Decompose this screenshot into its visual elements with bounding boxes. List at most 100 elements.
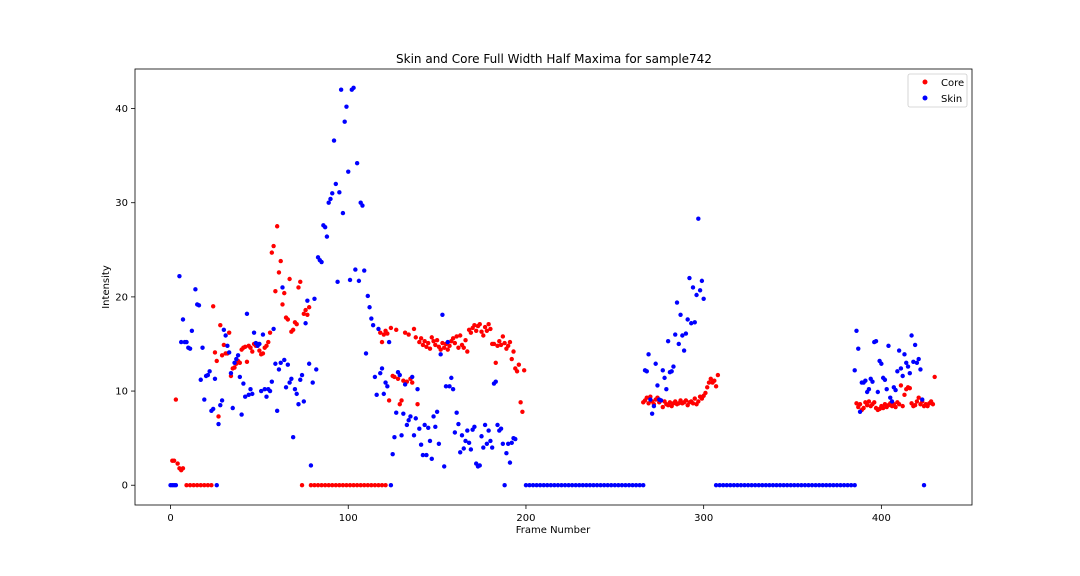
core-point	[465, 349, 470, 354]
core-point	[880, 405, 886, 411]
skin-point	[587, 483, 593, 488]
core-point	[362, 483, 367, 488]
y-axis-title: Intensity	[101, 265, 112, 309]
skin-point	[442, 464, 447, 469]
core-point	[385, 331, 390, 336]
skin-point	[333, 181, 339, 187]
skin-point	[630, 483, 635, 488]
skin-point	[918, 367, 923, 372]
skin-point	[648, 397, 653, 402]
skin-point	[207, 369, 212, 374]
skin-point	[347, 277, 353, 283]
skin-point	[641, 483, 646, 488]
skin-point	[427, 438, 433, 444]
skin-point	[356, 278, 362, 284]
skin-point	[200, 345, 205, 350]
skin-point	[505, 441, 511, 446]
skin-point	[250, 391, 255, 397]
core-point	[301, 311, 307, 317]
skin-point	[228, 370, 234, 376]
core-point	[463, 338, 468, 343]
skin-point	[216, 421, 221, 427]
skin-point	[882, 377, 888, 382]
skin-point	[449, 375, 454, 381]
skin-point	[454, 410, 459, 415]
core-point	[278, 258, 283, 264]
skin-point	[728, 483, 733, 488]
skin-point	[241, 381, 246, 386]
core-point	[358, 483, 363, 488]
skin-point	[816, 483, 822, 488]
skin-point	[799, 483, 804, 488]
skin-point	[509, 440, 514, 446]
skin-point	[488, 438, 493, 444]
skin-point	[690, 285, 696, 290]
skin-point	[205, 372, 211, 378]
skin-point	[788, 483, 793, 488]
core-point	[198, 483, 203, 488]
core-point	[392, 374, 397, 380]
skin-point	[742, 483, 747, 488]
core-point	[274, 224, 280, 229]
core-point	[667, 400, 673, 405]
skin-point	[338, 87, 344, 92]
skin-point	[443, 384, 449, 389]
skin-point	[493, 379, 498, 384]
skin-point	[738, 483, 744, 488]
core-point	[308, 483, 314, 488]
legend-label-core: Core	[941, 78, 964, 89]
skin-point	[857, 409, 863, 414]
skin-point	[370, 322, 376, 328]
core-point	[916, 395, 921, 400]
skin-point	[548, 483, 554, 488]
skin-point	[594, 483, 600, 488]
core-series	[170, 224, 937, 488]
y-tick-label: 40	[115, 104, 128, 115]
core-point	[445, 347, 450, 352]
skin-point	[605, 483, 610, 488]
skin-point	[458, 450, 463, 455]
skin-point	[884, 386, 889, 392]
skin-point	[907, 370, 912, 376]
skin-point	[545, 483, 550, 488]
skin-point	[697, 288, 703, 293]
core-point	[326, 483, 331, 488]
skin-point	[235, 353, 241, 358]
skin-point	[296, 402, 301, 407]
core-point	[306, 305, 312, 310]
skin-point	[360, 203, 365, 208]
skin-point	[692, 320, 697, 325]
skin-point	[472, 424, 477, 430]
core-point	[493, 360, 498, 366]
skin-point	[898, 366, 904, 371]
skin-point	[431, 414, 436, 419]
skin-point	[854, 328, 859, 333]
skin-point	[534, 483, 539, 488]
core-point	[427, 346, 433, 351]
core-point	[420, 342, 426, 348]
skin-point	[237, 374, 243, 380]
core-point	[413, 335, 418, 340]
skin-point	[248, 386, 253, 392]
skin-point	[896, 348, 902, 353]
skin-point	[223, 333, 228, 338]
skin-point	[210, 406, 216, 412]
skin-point	[749, 483, 754, 488]
skin-point	[653, 361, 658, 366]
core-point	[411, 326, 417, 332]
skin-point	[440, 312, 445, 317]
core-point	[280, 302, 285, 307]
skin-point	[601, 483, 607, 488]
core-point	[484, 328, 490, 333]
skin-point	[406, 418, 411, 423]
skin-point	[173, 483, 179, 488]
skin-point	[573, 483, 578, 488]
skin-point	[422, 422, 427, 428]
skin-point	[260, 332, 266, 337]
skin-point	[202, 397, 207, 402]
core-point	[365, 483, 370, 488]
skin-point	[678, 312, 683, 317]
core-point	[184, 483, 189, 488]
skin-point	[299, 372, 305, 378]
skin-point	[335, 279, 340, 285]
